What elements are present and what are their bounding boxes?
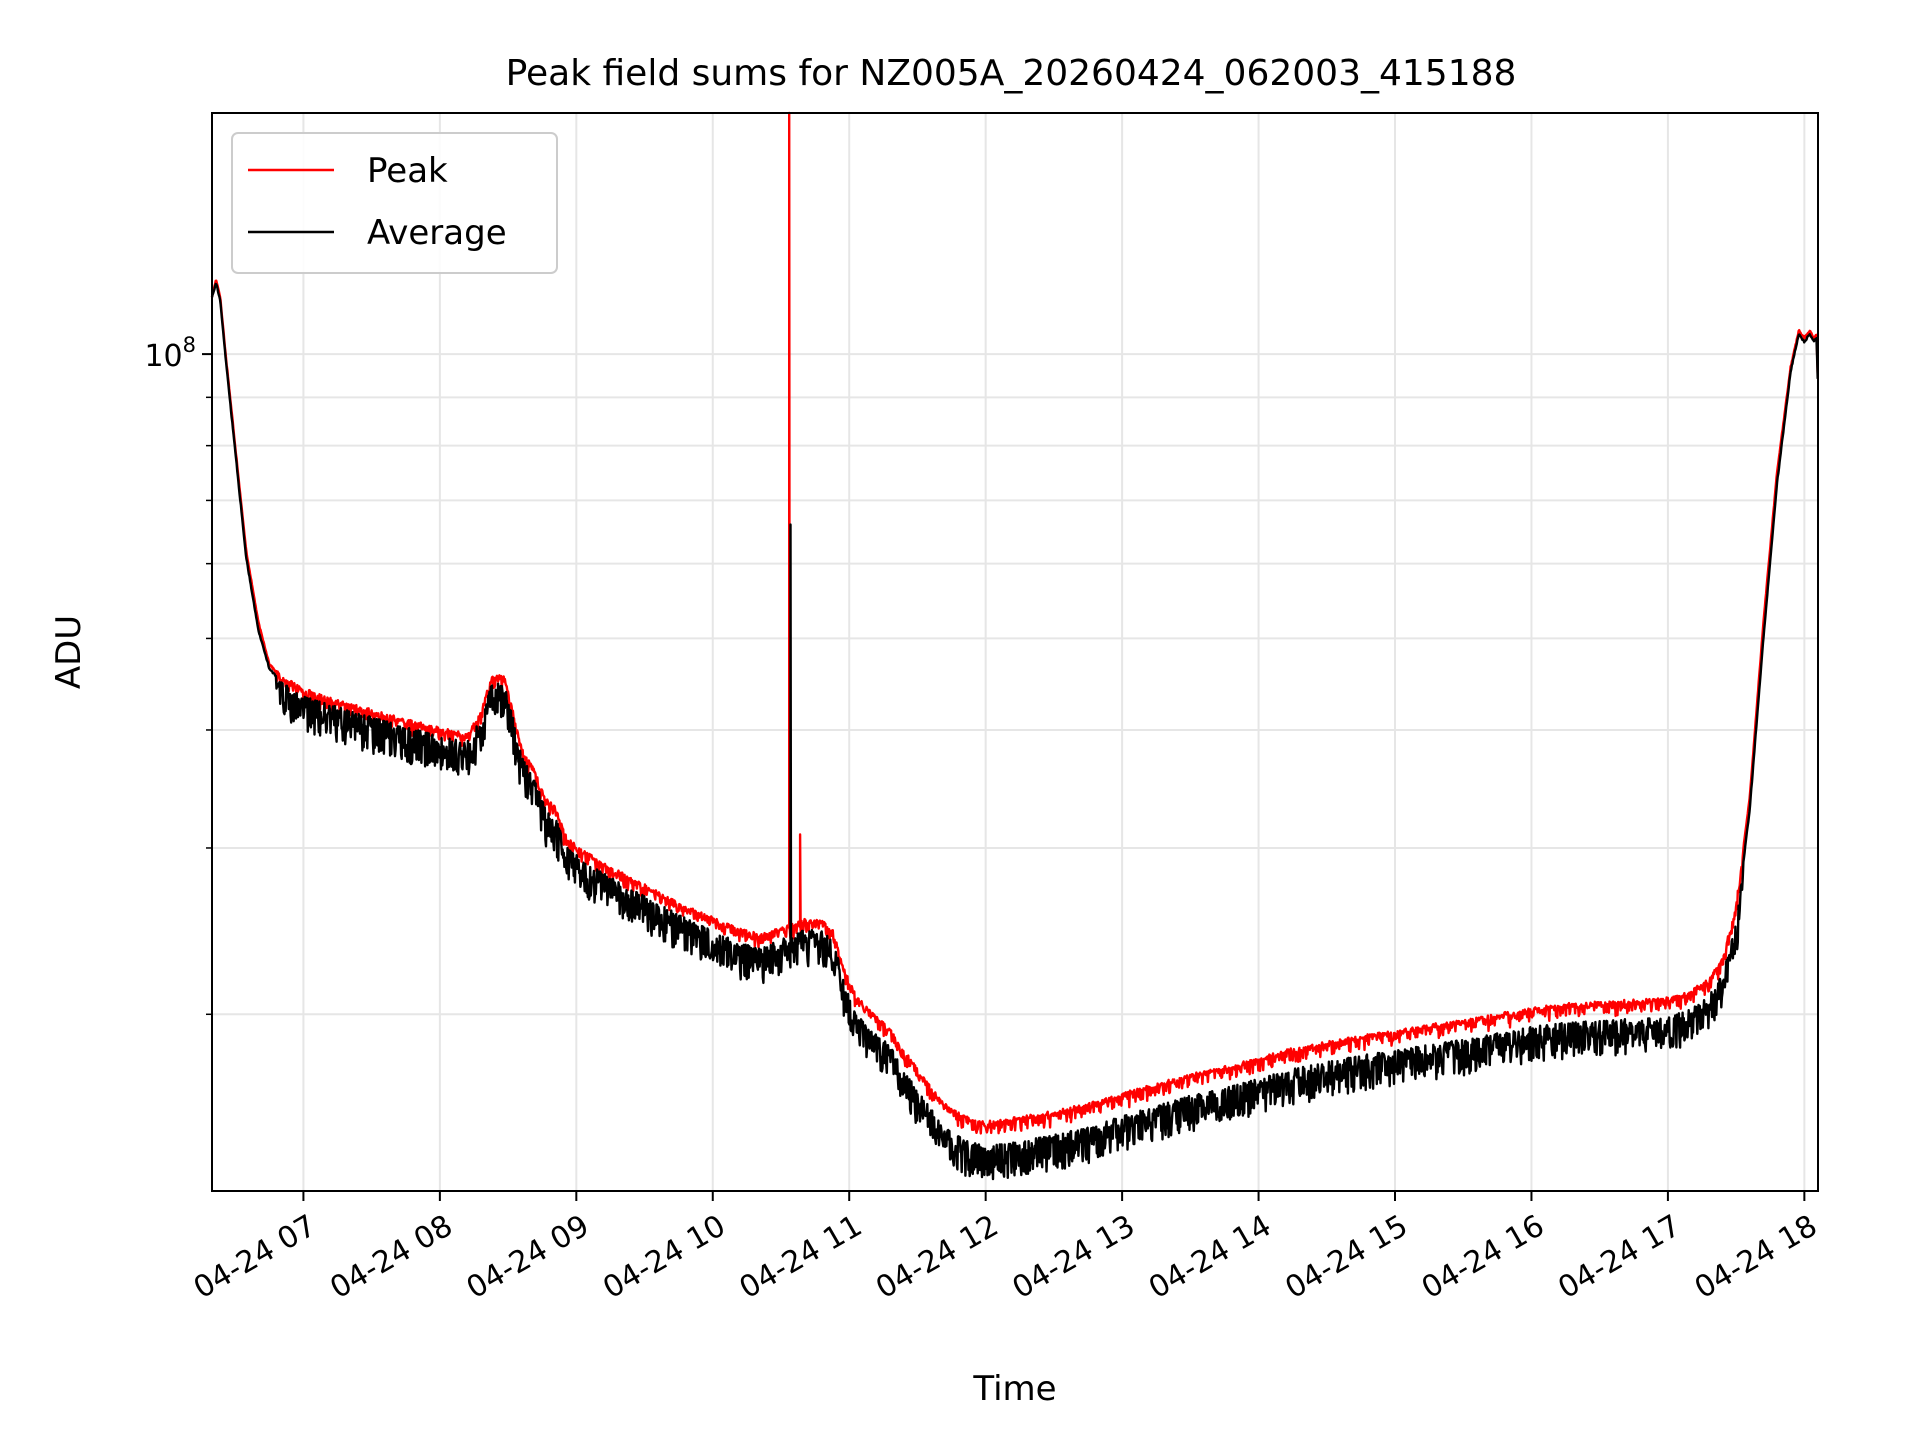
y-tick-exponent: 8 xyxy=(183,333,196,357)
series-group xyxy=(210,111,1819,1181)
plot-area-frame xyxy=(211,112,1819,1192)
grid xyxy=(212,113,1818,1191)
series-average-line xyxy=(210,282,1819,1181)
y-tick-base: 10 xyxy=(144,339,182,374)
x-axis-label: Time xyxy=(972,1369,1056,1409)
y-axis: 108 xyxy=(144,333,212,1016)
legend-peak-label: Peak xyxy=(367,151,448,191)
chart-title: Peak field sums for NZ005A_20260424_0620… xyxy=(506,53,1517,94)
y-tick-label: 108 xyxy=(144,333,196,374)
legend: Peak Average xyxy=(231,132,558,274)
legend-average-label: Average xyxy=(367,213,507,253)
y-axis-label: ADU xyxy=(49,615,89,689)
legend-box xyxy=(231,132,558,274)
series-peak-line xyxy=(210,111,1819,1135)
